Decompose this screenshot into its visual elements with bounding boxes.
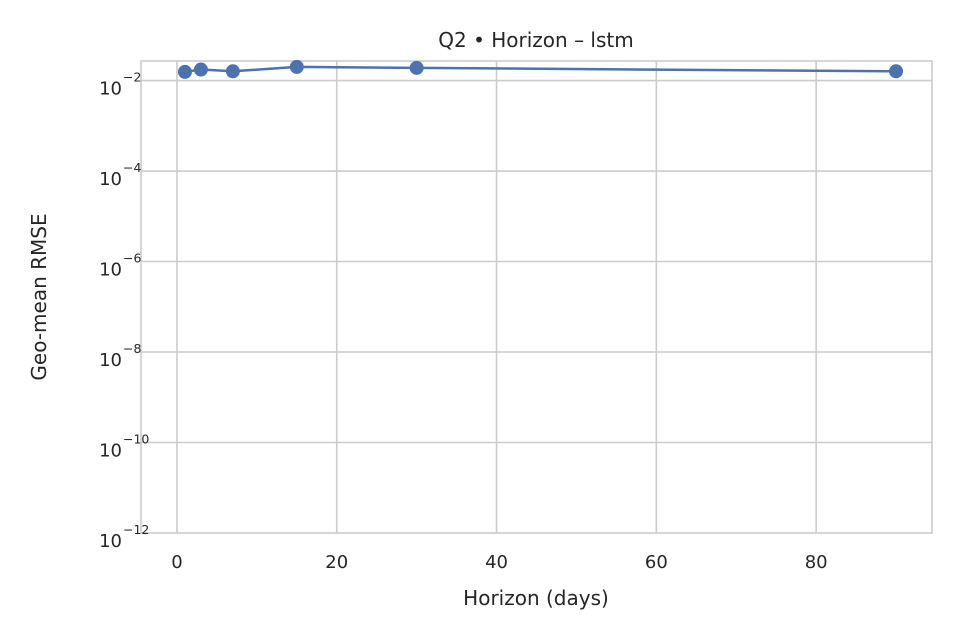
data-point <box>225 64 240 79</box>
data-point <box>177 64 192 79</box>
y-tick-label: 10−12 <box>99 522 149 552</box>
x-tick-label: 40 <box>485 552 508 573</box>
y-axis-title: Geo-mean RMSE <box>27 213 51 380</box>
x-tick-label: 60 <box>645 552 668 573</box>
y-tick-base: 10 <box>99 79 122 100</box>
x-tick-label: 80 <box>805 552 828 573</box>
y-tick-base: 10 <box>99 169 122 190</box>
y-tick-base: 10 <box>99 260 122 281</box>
y-tick-label: 10−8 <box>99 341 141 371</box>
y-tick-exponent: −4 <box>123 160 141 175</box>
data-point <box>889 64 904 79</box>
data-point <box>409 60 424 75</box>
x-tick-label: 20 <box>325 552 348 573</box>
x-axis-ticks: 0 20 40 60 80 <box>171 552 827 573</box>
y-tick-base: 10 <box>99 531 122 552</box>
x-axis-title: Horizon (days) <box>463 586 609 610</box>
y-tick-base: 10 <box>99 350 122 371</box>
y-tick-label: 10−10 <box>99 432 149 462</box>
y-tick-exponent: −10 <box>123 432 149 447</box>
data-point <box>193 62 208 77</box>
series-layer <box>177 59 904 79</box>
x-tick-label: 0 <box>171 552 182 573</box>
y-tick-exponent: −6 <box>123 251 141 266</box>
y-tick-label: 10−2 <box>99 70 141 100</box>
data-point <box>289 59 304 74</box>
y-tick-label: 10−6 <box>99 251 141 281</box>
y-tick-exponent: −8 <box>123 341 141 356</box>
grid <box>141 61 932 533</box>
y-tick-exponent: −12 <box>123 522 149 537</box>
chart-title: Q2 • Horizon – lstm <box>438 28 633 52</box>
y-tick-label: 10−4 <box>99 160 141 190</box>
plot-area <box>140 60 933 534</box>
y-tick-exponent: −2 <box>123 70 141 85</box>
y-tick-base: 10 <box>99 441 122 462</box>
